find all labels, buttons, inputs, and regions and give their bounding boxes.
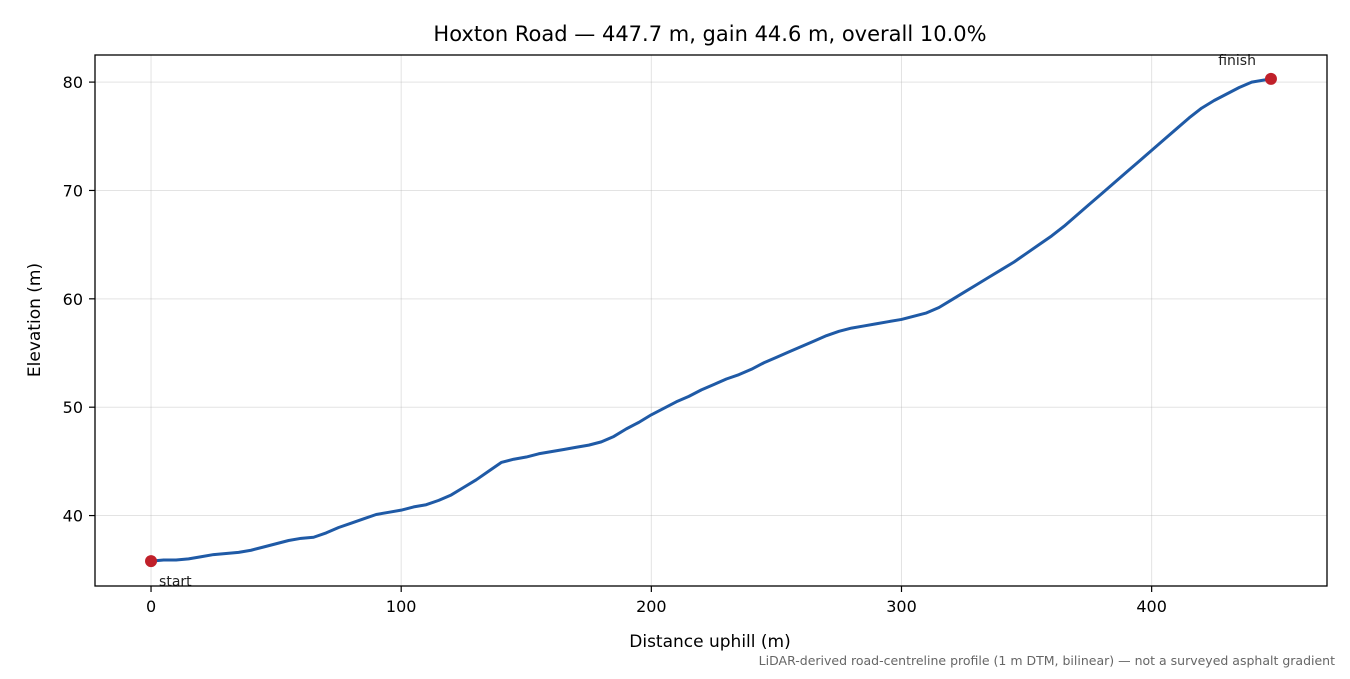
ticks-layer: 0 100 200 300 400 40 50 60 70 80	[63, 73, 1167, 616]
x-tick-label: 300	[886, 597, 917, 616]
finish-label: finish	[1218, 53, 1256, 69]
y-axis-label: Elevation (m)	[25, 263, 45, 377]
x-axis-label: Distance uphill (m)	[629, 632, 790, 652]
chart-title: Hoxton Road — 447.7 m, gain 44.6 m, over…	[433, 22, 986, 46]
y-tick-label: 50	[63, 398, 83, 417]
y-tick-label: 60	[63, 290, 83, 309]
grid-layer	[95, 55, 1327, 586]
chart-caption: LiDAR-derived road-centreline profile (1…	[759, 653, 1335, 668]
x-tick-label: 400	[1136, 597, 1167, 616]
start-marker	[145, 555, 158, 568]
y-tick-label: 70	[63, 181, 83, 200]
y-tick-label: 80	[63, 73, 83, 92]
x-tick-label: 100	[386, 597, 417, 616]
start-label: start	[159, 574, 192, 590]
x-tick-label: 0	[146, 597, 156, 616]
series-layer	[149, 77, 1273, 563]
elevation-profile-line	[149, 77, 1273, 563]
finish-marker	[1264, 72, 1277, 85]
y-tick-label: 40	[63, 507, 83, 526]
axes-frame	[94, 54, 1328, 587]
x-tick-label: 200	[636, 597, 667, 616]
